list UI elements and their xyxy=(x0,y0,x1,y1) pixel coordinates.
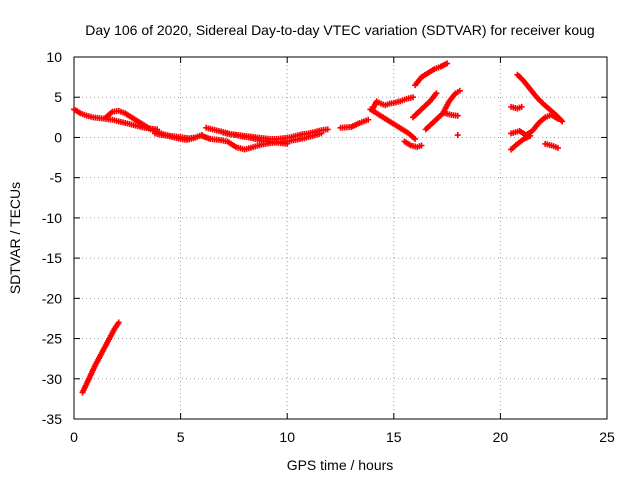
data-point xyxy=(454,132,461,139)
data-point xyxy=(418,142,425,149)
data-point xyxy=(115,319,122,326)
data-point xyxy=(518,103,525,110)
data-point xyxy=(454,112,461,119)
x-axis-label: GPS time / hours xyxy=(287,457,394,473)
y-tick-label: -35 xyxy=(42,411,62,427)
series-track-2 xyxy=(102,107,205,142)
y-axis-label: SDTVAR / TECUs xyxy=(7,182,23,294)
data-points xyxy=(71,60,566,396)
x-tick-label: 0 xyxy=(70,429,78,445)
y-tick-label: -20 xyxy=(42,290,62,306)
series-track-19 xyxy=(508,111,561,139)
data-point xyxy=(409,94,416,101)
series-track-12 xyxy=(422,87,463,133)
y-tick-label: -10 xyxy=(42,210,62,226)
y-tick-label: -30 xyxy=(42,371,62,387)
y-tick-label: -15 xyxy=(42,250,62,266)
x-tick-label: 5 xyxy=(177,429,185,445)
series-track-14 xyxy=(401,138,425,151)
data-point xyxy=(444,60,451,67)
data-point xyxy=(554,115,561,122)
data-point xyxy=(318,130,325,137)
axes: 0 5 10 15 20 25 10 5 0 -5 -10 -15 -20 -25 -30 -35 xyxy=(42,49,615,445)
series-track-21 xyxy=(79,319,122,396)
y-tick-label: 5 xyxy=(54,89,62,105)
series-track-16 xyxy=(508,103,525,112)
series-track-10 xyxy=(412,60,451,89)
series-track-11 xyxy=(409,90,440,121)
series-track-6 xyxy=(220,129,291,147)
data-point xyxy=(284,140,291,147)
series-track-15 xyxy=(454,132,461,139)
series-track-18 xyxy=(508,132,534,153)
x-tick-label: 25 xyxy=(599,429,615,445)
x-tick-label: 10 xyxy=(279,429,295,445)
series-track-17 xyxy=(514,71,566,125)
series-track-7 xyxy=(337,116,372,131)
data-point xyxy=(412,136,419,143)
y-tick-label: -25 xyxy=(42,331,62,347)
data-point xyxy=(554,144,561,151)
series-track-8 xyxy=(369,94,416,113)
series-track-3 xyxy=(152,130,203,143)
y-tick-label: -5 xyxy=(50,170,63,186)
series-track-13 xyxy=(441,110,461,119)
data-point xyxy=(433,90,440,97)
data-point xyxy=(324,126,331,133)
data-point xyxy=(456,87,463,94)
grid xyxy=(74,57,607,419)
series-track-20 xyxy=(542,140,561,151)
y-tick-label: 10 xyxy=(46,49,62,65)
data-point xyxy=(365,116,372,123)
x-tick-label: 20 xyxy=(493,429,509,445)
data-point xyxy=(559,118,566,125)
y-tick-label: 0 xyxy=(54,129,62,145)
x-tick-label: 15 xyxy=(386,429,402,445)
series-track-9 xyxy=(367,106,419,143)
plot-frame xyxy=(73,56,608,420)
chart-title: Day 106 of 2020, Sidereal Day-to-day VTE… xyxy=(85,22,594,38)
